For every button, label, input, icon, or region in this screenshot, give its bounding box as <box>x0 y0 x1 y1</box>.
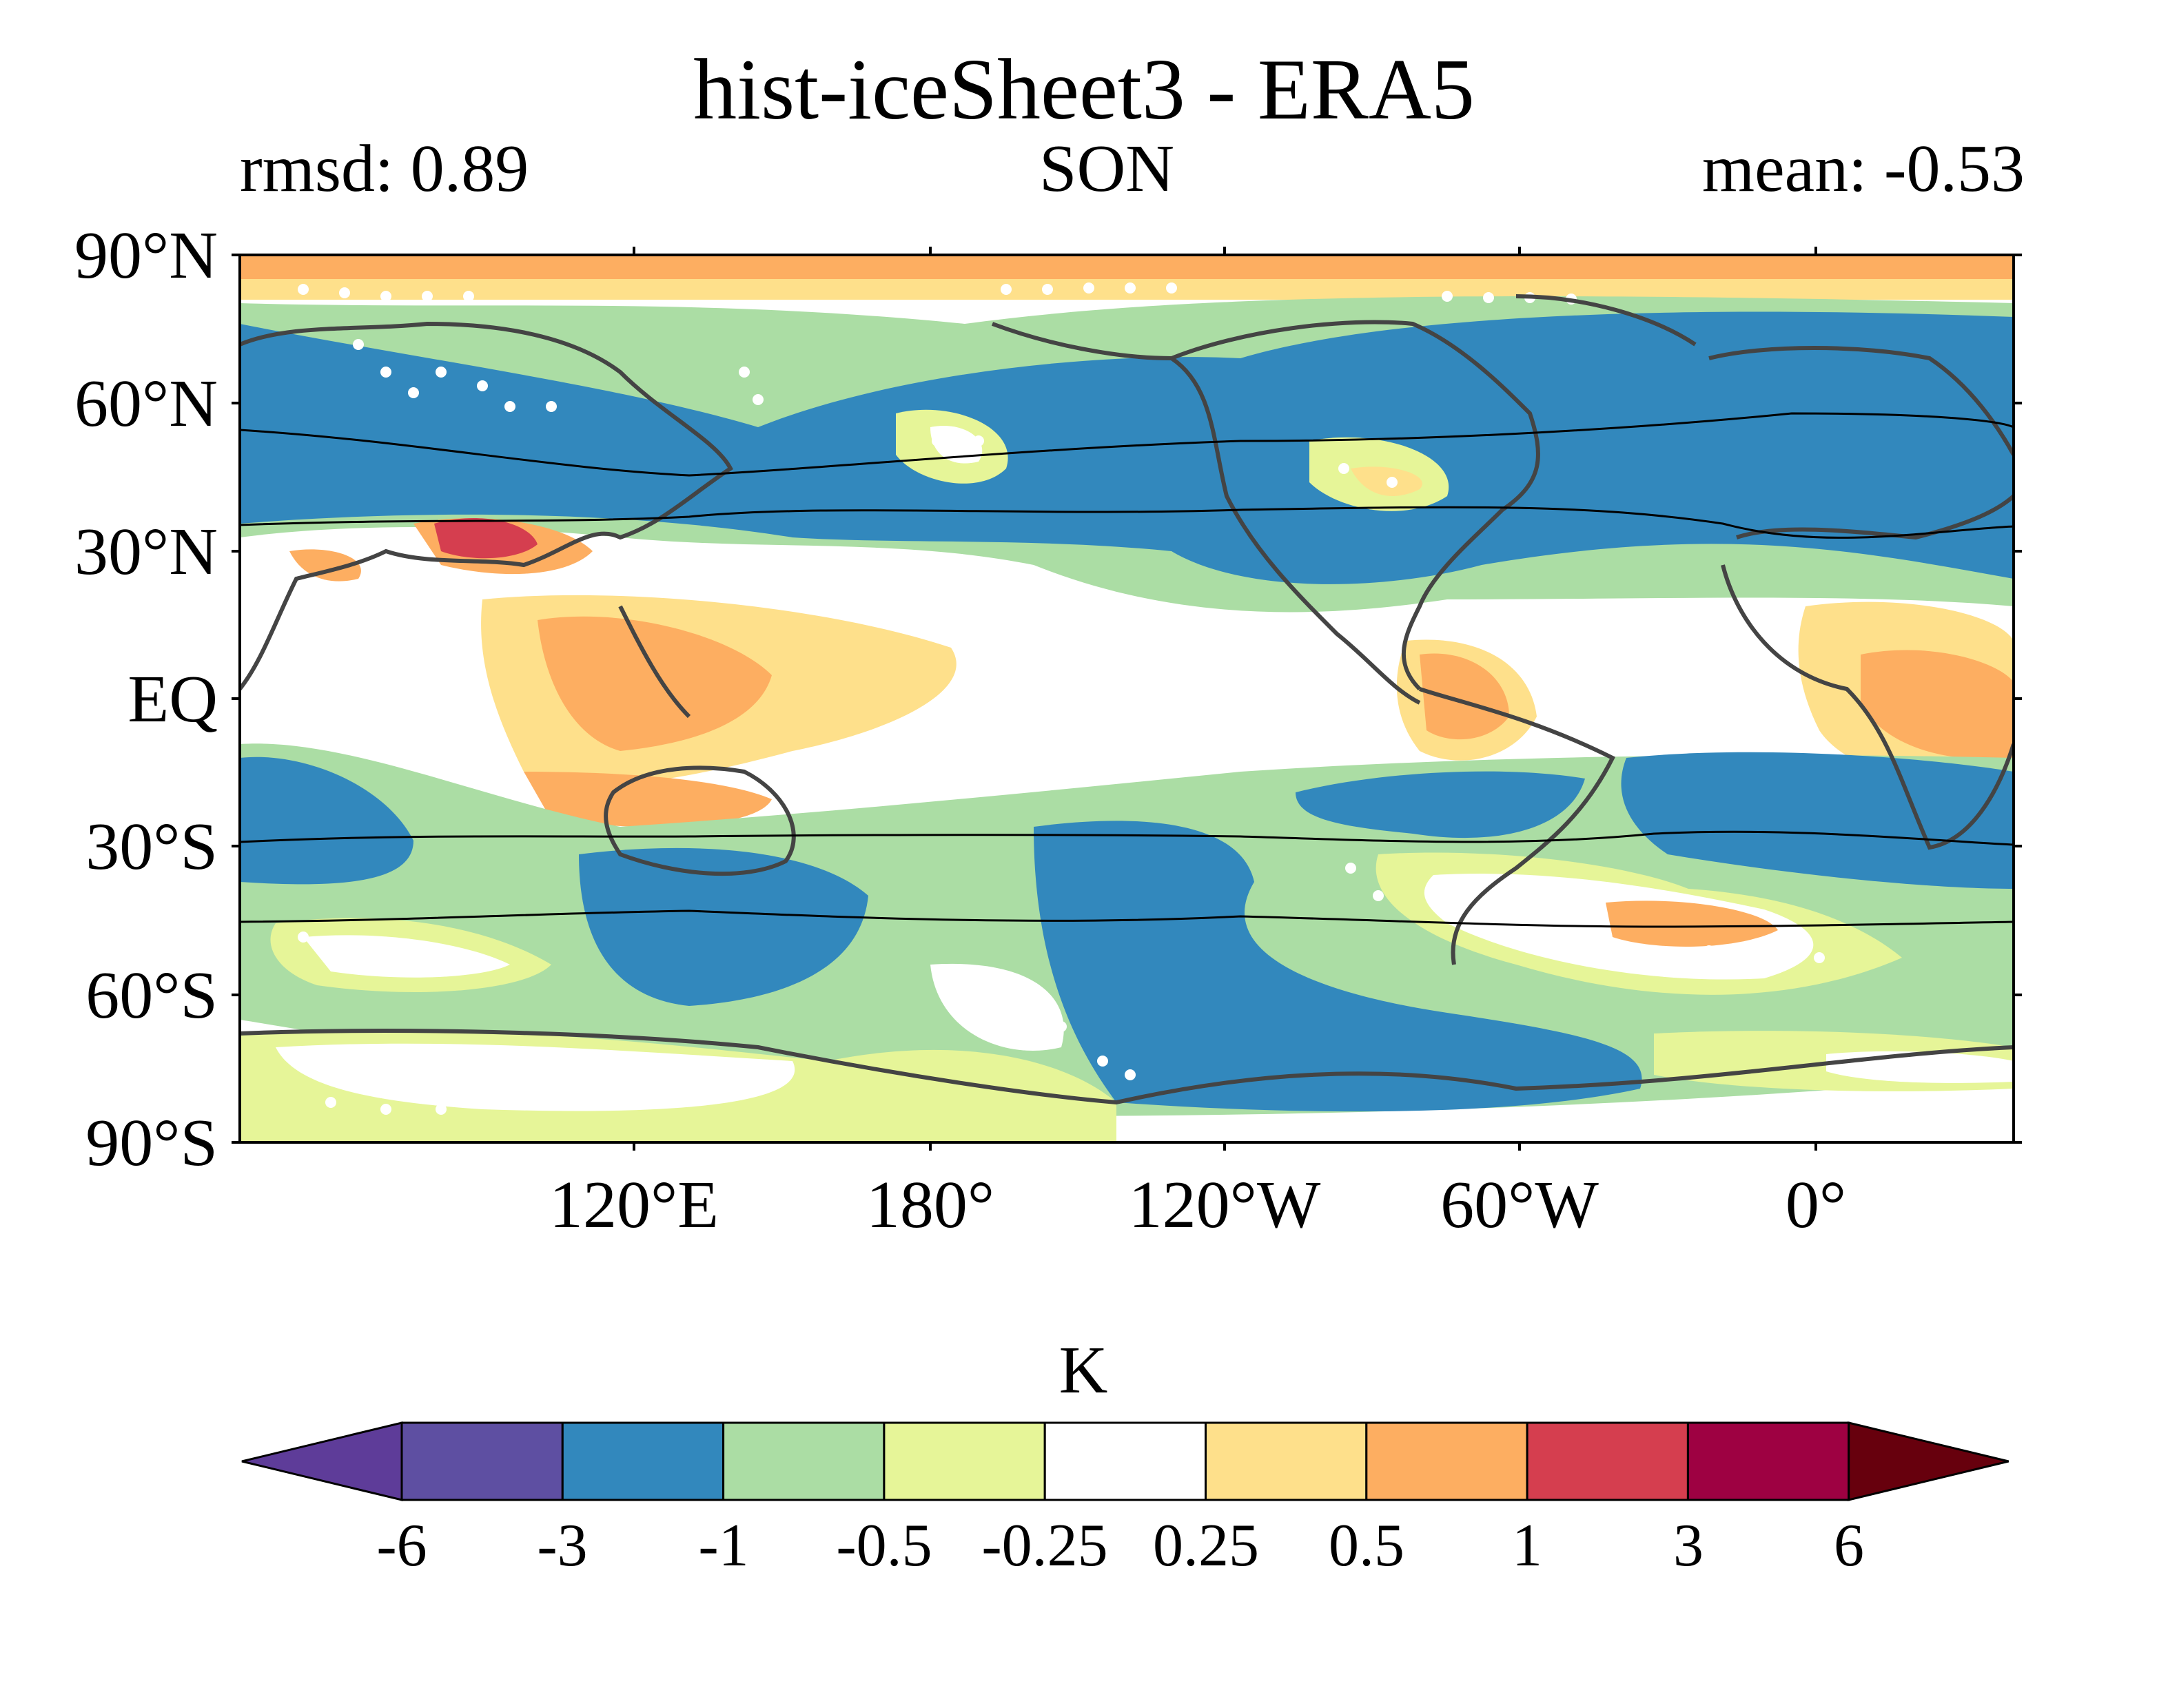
lon-label-180: 180° <box>866 1168 995 1242</box>
colorbar-tick-label: -0.25 <box>981 1512 1108 1579</box>
colorbar-segment <box>1365 1421 1528 1501</box>
maritime-warm <box>538 616 772 751</box>
lat-label-30s: 30°S <box>85 810 218 884</box>
colorbar-segment <box>1043 1421 1207 1501</box>
colorbar-tick-label: 1 <box>1512 1512 1542 1579</box>
mean-label: mean: -0.53 <box>1701 132 2025 206</box>
lat-label-90n: 90°N <box>74 218 218 293</box>
arctic-warm-band <box>240 255 2014 282</box>
colorbar-segment <box>1205 1421 1368 1501</box>
lon-label-120w: 120°W <box>1128 1168 1321 1242</box>
lat-label-30n: 30°N <box>74 515 218 589</box>
colorbar-units: K <box>1059 1333 1108 1408</box>
colorbar-segment <box>561 1421 725 1501</box>
colorbar-tick-label: 0.25 <box>1153 1512 1259 1579</box>
axis-ticks <box>232 247 2022 1151</box>
colorbar-tick-label: 3 <box>1673 1512 1704 1579</box>
colorbar-segment <box>722 1421 886 1501</box>
colorbar-tick-label: -1 <box>698 1512 749 1579</box>
lat-label-eq: EQ <box>127 662 218 737</box>
colorbar-tick-label: 0.5 <box>1329 1512 1404 1579</box>
colorbar-extend-high <box>1848 1421 2010 1501</box>
colorbar-segment <box>1526 1421 1689 1501</box>
coastlines <box>240 294 2014 1105</box>
contour-lines <box>240 412 2014 928</box>
colorbar-tick-label: 6 <box>1834 1512 1864 1579</box>
lat-label-90s: 90°S <box>85 1106 218 1180</box>
colorbar-segment <box>1686 1421 1850 1501</box>
sh-cold-belt <box>579 847 868 1006</box>
tibet-warm-spot <box>434 517 538 559</box>
season-label: SON <box>1039 132 1175 206</box>
lon-label-120e: 120°E <box>549 1168 719 1242</box>
rmsd-label: rmsd: 0.89 <box>240 132 529 206</box>
lat-label-60s: 60°S <box>85 958 218 1033</box>
colorbar-tick-label: -6 <box>376 1512 427 1579</box>
colorbar-extend-low <box>241 1421 403 1501</box>
colorbar-segment <box>883 1421 1046 1501</box>
colorbar-tick-label: -3 <box>537 1512 588 1579</box>
lon-label-60w: 60°W <box>1440 1168 1599 1242</box>
anomaly-field <box>240 255 2014 1142</box>
lon-label-0: 0° <box>1785 1168 1847 1242</box>
map-title: hist-iceSheet3 - ERA5 <box>693 42 1475 138</box>
colorbar-segment <box>400 1421 564 1501</box>
colorbar <box>241 1421 2010 1501</box>
lat-label-60n: 60°N <box>74 367 218 441</box>
colorbar-tick-label: -0.5 <box>836 1512 932 1579</box>
